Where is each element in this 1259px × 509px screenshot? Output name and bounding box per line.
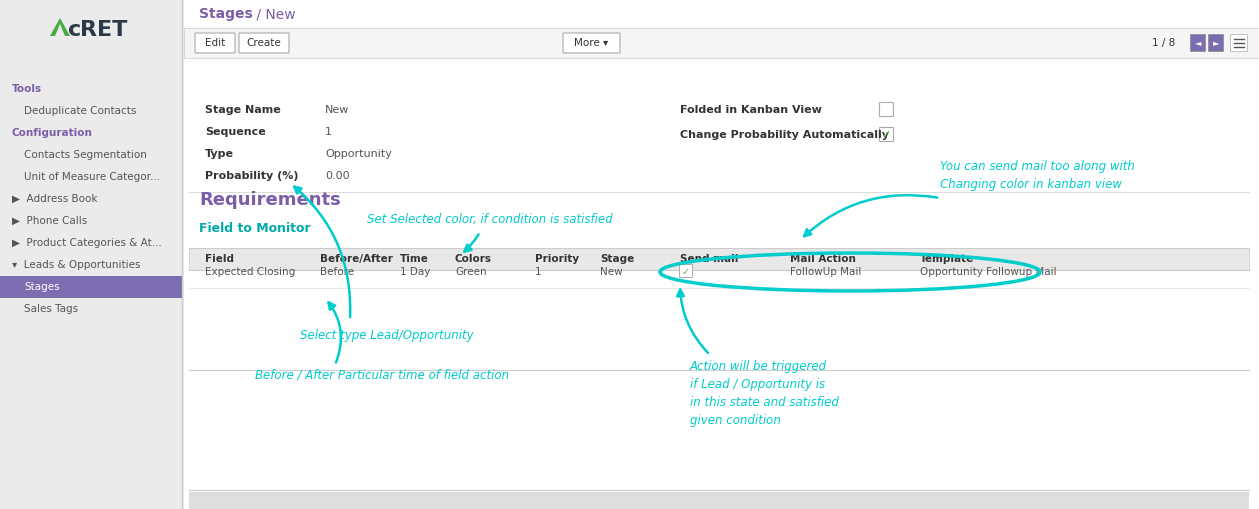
Text: Select type Lead/Opportunity: Select type Lead/Opportunity <box>300 328 473 342</box>
Polygon shape <box>50 18 71 36</box>
FancyBboxPatch shape <box>1230 35 1248 51</box>
Text: 0.00: 0.00 <box>325 171 350 181</box>
Text: Before: Before <box>320 267 354 277</box>
Text: Unit of Measure Categor...: Unit of Measure Categor... <box>24 172 160 182</box>
Text: Field to Monitor: Field to Monitor <box>199 221 311 235</box>
Text: Create: Create <box>247 38 281 48</box>
Text: Deduplicate Contacts: Deduplicate Contacts <box>24 106 136 116</box>
Text: Expected Closing: Expected Closing <box>205 267 296 277</box>
Text: ◄: ◄ <box>1195 39 1201 47</box>
Text: 1: 1 <box>325 127 332 137</box>
Text: Tools: Tools <box>13 84 42 94</box>
Text: / New: / New <box>252 7 296 21</box>
Text: ▾  Leads & Opportunities: ▾ Leads & Opportunities <box>13 260 141 270</box>
Text: Stages: Stages <box>24 282 59 292</box>
Text: New: New <box>325 105 350 115</box>
Text: Before/After: Before/After <box>320 254 393 264</box>
Text: ✓: ✓ <box>682 267 690 277</box>
Text: Configuration: Configuration <box>13 128 93 138</box>
Text: FollowUp Mail: FollowUp Mail <box>789 267 861 277</box>
FancyBboxPatch shape <box>184 0 1259 509</box>
Text: ▶  Phone Calls: ▶ Phone Calls <box>13 216 87 226</box>
FancyBboxPatch shape <box>563 33 619 53</box>
Text: 1 Day: 1 Day <box>400 267 431 277</box>
Text: Opportunity: Opportunity <box>325 149 392 159</box>
Text: Stage: Stage <box>601 254 635 264</box>
Text: ▶  Product Categories & At...: ▶ Product Categories & At... <box>13 238 162 248</box>
Text: 1 / 8: 1 / 8 <box>1152 38 1176 48</box>
FancyBboxPatch shape <box>1191 35 1206 51</box>
FancyBboxPatch shape <box>0 0 183 509</box>
Text: Set Selected color, if condition is satisfied: Set Selected color, if condition is sati… <box>368 213 613 227</box>
Text: Requirements: Requirements <box>199 191 341 209</box>
Text: Send mail: Send mail <box>680 254 738 264</box>
Text: Sales Tags: Sales Tags <box>24 304 78 314</box>
Text: More ▾: More ▾ <box>574 38 608 48</box>
Text: Probability (%): Probability (%) <box>205 171 298 181</box>
Text: Before / After Particular time of field action: Before / After Particular time of field … <box>256 369 509 382</box>
FancyBboxPatch shape <box>880 127 894 142</box>
FancyBboxPatch shape <box>880 102 894 117</box>
Text: ►: ► <box>1212 39 1219 47</box>
Text: c: c <box>68 20 82 40</box>
Text: Colors: Colors <box>454 254 492 264</box>
Text: Contacts Segmentation: Contacts Segmentation <box>24 150 147 160</box>
Text: 1: 1 <box>535 267 541 277</box>
Text: Mail Action: Mail Action <box>789 254 856 264</box>
Text: Template: Template <box>920 254 974 264</box>
Text: New: New <box>601 267 623 277</box>
FancyBboxPatch shape <box>239 33 290 53</box>
Text: Change Probability Automatically: Change Probability Automatically <box>680 130 889 140</box>
FancyBboxPatch shape <box>189 492 1249 509</box>
Text: Stage Name: Stage Name <box>205 105 281 115</box>
FancyBboxPatch shape <box>189 248 1249 270</box>
Text: Sequence: Sequence <box>205 127 266 137</box>
Text: Green: Green <box>454 267 487 277</box>
Text: ✓: ✓ <box>881 130 891 140</box>
Text: Priority: Priority <box>535 254 579 264</box>
Text: Folded in Kanban View: Folded in Kanban View <box>680 105 822 115</box>
FancyBboxPatch shape <box>184 28 1259 58</box>
FancyBboxPatch shape <box>680 265 692 277</box>
FancyBboxPatch shape <box>0 0 183 70</box>
Text: ▶  Address Book: ▶ Address Book <box>13 194 97 204</box>
Text: RET: RET <box>81 20 127 40</box>
Text: Field: Field <box>205 254 234 264</box>
Text: Stages: Stages <box>199 7 253 21</box>
FancyBboxPatch shape <box>0 276 183 298</box>
Text: Action will be triggered
if Lead / Opportunity is
in this state and satisfied
gi: Action will be triggered if Lead / Oppor… <box>690 360 838 427</box>
Text: You can send mail too along with
Changing color in kanban view: You can send mail too along with Changin… <box>940 160 1134 191</box>
Text: Type: Type <box>205 149 234 159</box>
Text: Opportunity Followup Mail: Opportunity Followup Mail <box>920 267 1056 277</box>
Text: Time: Time <box>400 254 429 264</box>
Text: Edit: Edit <box>205 38 225 48</box>
FancyBboxPatch shape <box>1209 35 1224 51</box>
FancyBboxPatch shape <box>195 33 235 53</box>
